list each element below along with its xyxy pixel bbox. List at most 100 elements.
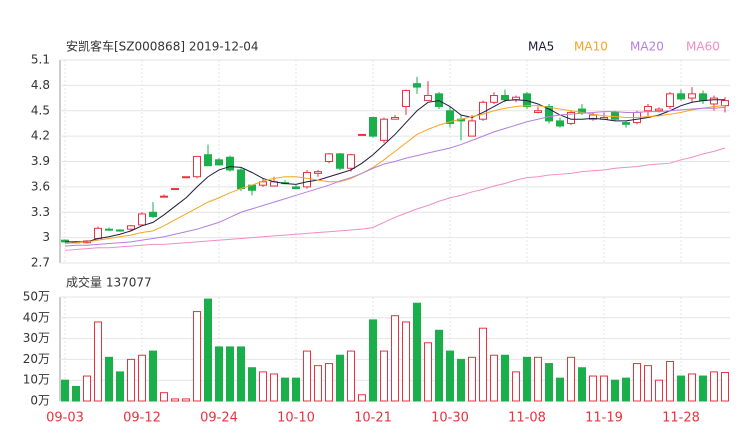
volume-bar xyxy=(666,360,674,402)
volume-bar xyxy=(435,329,443,402)
volume-bar xyxy=(688,373,696,402)
volume-bar xyxy=(105,356,113,402)
volume-bar xyxy=(314,365,322,402)
ma-line xyxy=(64,147,726,251)
volume-bar xyxy=(534,356,542,402)
volume-bar xyxy=(171,398,179,402)
volume-bar xyxy=(138,354,146,402)
candle-body xyxy=(171,188,179,191)
volume-bar xyxy=(72,385,80,402)
x-tick-label: 11-08 xyxy=(508,411,546,426)
candle-body xyxy=(699,93,707,102)
volume-bar xyxy=(182,398,190,402)
volume-bar xyxy=(479,327,487,402)
y-tick-label: 5.1 xyxy=(31,53,50,67)
candle-body xyxy=(303,171,311,188)
candle-body xyxy=(413,83,421,88)
x-tick-label: 09-24 xyxy=(200,411,238,426)
candle-body xyxy=(138,213,146,226)
candle-body xyxy=(677,93,685,100)
y-tick-label: 3.9 xyxy=(31,154,50,168)
y-tick-label: 0万 xyxy=(30,394,50,408)
volume-bar xyxy=(259,371,267,402)
volume-bar xyxy=(424,342,432,402)
candle-body xyxy=(468,120,476,137)
volume-bar xyxy=(325,363,333,402)
volume-bar xyxy=(116,371,124,402)
volume-bar xyxy=(94,321,102,402)
y-tick-label: 30万 xyxy=(23,331,50,345)
volume-bar xyxy=(600,375,608,402)
candle-body xyxy=(105,228,113,231)
volume-bar xyxy=(347,350,355,402)
x-tick-label: 11-19 xyxy=(585,411,623,426)
candle-body xyxy=(402,89,410,108)
volume-bar xyxy=(545,363,553,402)
volume-bar xyxy=(61,379,69,402)
candle-body xyxy=(721,100,729,107)
y-tick-label: 4.8 xyxy=(31,78,50,92)
candle-body xyxy=(501,95,509,101)
volume-bar xyxy=(160,392,168,402)
candle-body xyxy=(336,153,344,169)
candle-body xyxy=(325,153,333,162)
x-tick-label: 10-21 xyxy=(354,411,392,426)
candle-body xyxy=(193,155,201,178)
legend-entry: MA10 xyxy=(574,40,608,54)
candle-body xyxy=(688,93,696,99)
volume-bar xyxy=(204,298,212,402)
volume-bar xyxy=(270,373,278,402)
volume-bar xyxy=(589,375,597,402)
candle-body xyxy=(182,176,190,179)
candle-body xyxy=(237,169,245,190)
legend-entry: MA60 xyxy=(686,40,720,54)
y-tick-label: 40万 xyxy=(23,310,50,324)
candle-body xyxy=(391,117,399,120)
candle-body xyxy=(347,154,355,169)
candle-body xyxy=(292,186,300,190)
candle-body xyxy=(589,114,597,120)
candle-body xyxy=(655,108,663,112)
candle-body xyxy=(666,93,674,108)
y-tick-label: 3 xyxy=(42,230,50,244)
volume-bar xyxy=(391,315,399,402)
x-tick-label: 09-12 xyxy=(123,411,161,426)
candle-body xyxy=(490,95,498,103)
volume-bar xyxy=(699,375,707,402)
candle-body xyxy=(611,111,619,120)
volume-bar xyxy=(248,367,256,402)
candle-body xyxy=(556,120,564,127)
candle-body xyxy=(622,122,630,125)
volume-bar xyxy=(369,319,377,402)
candle-body xyxy=(644,106,652,112)
volume-bar xyxy=(633,363,641,402)
y-tick-label: 4.5 xyxy=(31,103,50,117)
candle-body xyxy=(215,159,223,166)
volume-bar xyxy=(512,371,520,402)
volume-bar xyxy=(292,377,300,402)
y-tick-label: 50万 xyxy=(23,290,50,304)
volume-bar xyxy=(226,346,234,402)
volume-bar xyxy=(578,367,586,402)
volume-bar xyxy=(567,356,575,402)
candle-body xyxy=(127,225,135,230)
volume-bar xyxy=(303,350,311,402)
candle-body xyxy=(534,110,542,113)
y-tick-label: 2.7 xyxy=(31,256,50,270)
volume-bar xyxy=(710,371,718,402)
volume-bar xyxy=(611,379,619,402)
volume-bar xyxy=(281,377,289,402)
volume-bar xyxy=(413,302,421,402)
y-tick-label: 3.3 xyxy=(31,205,50,219)
volume-bar xyxy=(149,350,157,402)
candle-body xyxy=(314,171,322,174)
volume-bar xyxy=(336,354,344,402)
candle-body xyxy=(116,229,124,232)
candle-body xyxy=(149,211,157,217)
ma-line xyxy=(65,99,725,243)
volume-bar xyxy=(402,321,410,402)
candle-body xyxy=(380,118,388,141)
volume-bar xyxy=(380,350,388,402)
y-tick-label: 4.2 xyxy=(31,129,50,143)
